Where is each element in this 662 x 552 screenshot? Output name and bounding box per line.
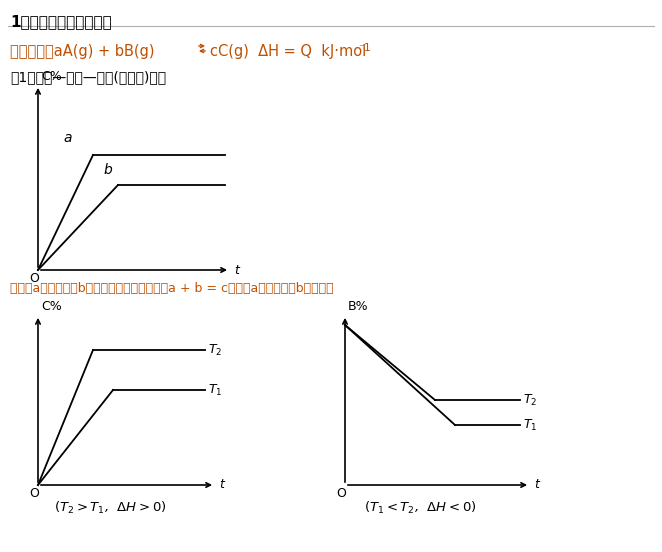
Text: （曲线a用催化剂，b不用催化剂或化学计量数a + b = c时曲线a的压强大于b的压强）: （曲线a用催化剂，b不用催化剂或化学计量数a + b = c时曲线a的压强大于b… bbox=[10, 282, 334, 295]
Text: $T_1$: $T_1$ bbox=[208, 383, 222, 397]
Text: $(T_1<T_2$,  $\Delta H<0)$: $(T_1<T_2$, $\Delta H<0)$ bbox=[363, 500, 476, 516]
Text: O: O bbox=[29, 272, 39, 285]
Text: ⁻1: ⁻1 bbox=[358, 43, 371, 53]
Text: O: O bbox=[29, 487, 39, 500]
Text: a: a bbox=[63, 131, 71, 145]
Text: （1）含量—时间—温度(或压强)图：: （1）含量—时间—温度(或压强)图： bbox=[10, 70, 166, 84]
Text: $T_2$: $T_2$ bbox=[523, 392, 538, 407]
Text: C%: C% bbox=[41, 300, 62, 313]
Text: b: b bbox=[103, 163, 112, 177]
Text: $T_1$: $T_1$ bbox=[523, 417, 538, 433]
Text: O: O bbox=[336, 487, 346, 500]
Text: t: t bbox=[234, 263, 239, 277]
Text: B%: B% bbox=[348, 300, 369, 313]
Text: 以可逆反应aA(g) + bB(g): 以可逆反应aA(g) + bB(g) bbox=[10, 44, 154, 59]
Text: $T_2$: $T_2$ bbox=[208, 342, 222, 358]
Text: 1．常见的化学平衡图象: 1．常见的化学平衡图象 bbox=[10, 14, 112, 29]
Text: C%: C% bbox=[41, 70, 62, 83]
Text: t: t bbox=[534, 479, 539, 491]
Text: cC(g)  ΔH = Q  kJ·mol: cC(g) ΔH = Q kJ·mol bbox=[210, 44, 366, 59]
Text: $(T_2>T_1$,  $\Delta H>0)$: $(T_2>T_1$, $\Delta H>0)$ bbox=[54, 500, 166, 516]
Text: t: t bbox=[219, 479, 224, 491]
